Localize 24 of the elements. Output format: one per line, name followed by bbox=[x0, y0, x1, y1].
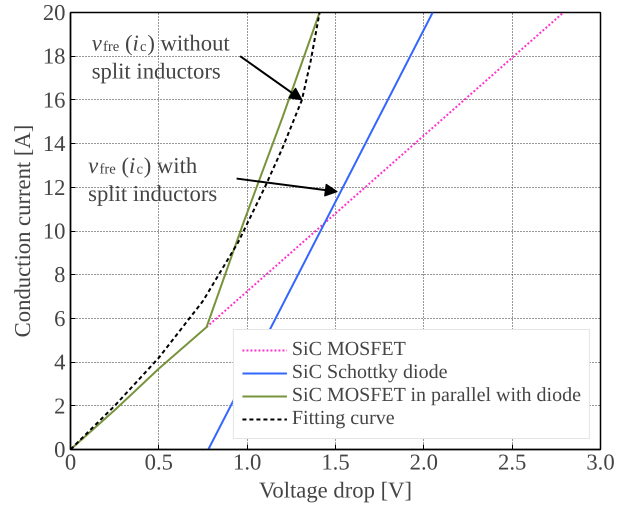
y-tick-label: 2 bbox=[54, 393, 66, 418]
y-tick-label: 14 bbox=[42, 131, 66, 156]
y-tick-label: 20 bbox=[42, 0, 66, 25]
x-tick-label: 3.0 bbox=[586, 450, 615, 474]
x-tick-label: 2.0 bbox=[410, 450, 438, 474]
y-tick-label: 6 bbox=[54, 306, 66, 331]
y-tick-label: 10 bbox=[42, 218, 66, 244]
y-tick-label: 18 bbox=[42, 44, 66, 69]
annotation: vfre(ic) without split inductors bbox=[92, 30, 230, 84]
y-tick-label: 8 bbox=[54, 262, 66, 288]
x-tick-label: 0.5 bbox=[144, 450, 173, 474]
y-axis-title: Conduction current [A] bbox=[10, 124, 35, 338]
legend-label: SiC MOSFET bbox=[292, 338, 406, 361]
x-tick-label: 1.5 bbox=[321, 450, 350, 474]
annotation: vfre(ic) with split inductors bbox=[88, 152, 218, 206]
y-tick-label: 12 bbox=[42, 174, 66, 200]
x-tick-label: 2.5 bbox=[498, 450, 526, 474]
legend-label: Fitting curve bbox=[292, 407, 395, 430]
y-tick-label: 4 bbox=[54, 350, 66, 375]
x-tick-label: 1.0 bbox=[233, 450, 262, 474]
legend-label: SiC Schottky diode bbox=[292, 361, 448, 384]
legend-label: SiC MOSFET in parallel with diode bbox=[292, 384, 581, 407]
y-tick-label: 16 bbox=[42, 87, 66, 112]
x-axis-title: Voltage drop [V] bbox=[258, 478, 412, 502]
